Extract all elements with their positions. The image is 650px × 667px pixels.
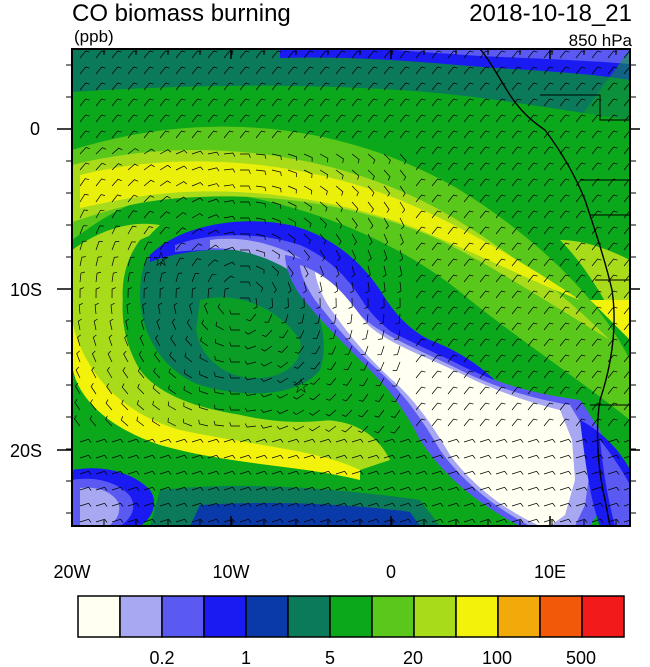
colorbar-swatch	[413, 595, 457, 638]
colorbar-label-1: 1	[241, 648, 251, 667]
colorbar-label-500: 500	[566, 648, 596, 667]
lon-label-10e: 10E	[534, 562, 566, 582]
colorbar-swatch	[371, 595, 415, 638]
colorbar-swatch	[287, 595, 331, 638]
co-concentration-field	[72, 49, 630, 526]
wind-barbs	[73, 50, 630, 523]
plot-frame	[71, 48, 631, 527]
lon-label-10w: 10W	[212, 562, 249, 582]
colorbar-swatch	[161, 595, 205, 638]
colorbar-label-0.2: 0.2	[149, 648, 174, 667]
colorbar-label-5: 5	[325, 648, 335, 667]
colorbar-swatch	[581, 595, 625, 638]
lon-label-20w: 20W	[53, 562, 90, 582]
colorbar-label-100: 100	[482, 648, 512, 667]
map-title: CO biomass burning	[72, 0, 291, 27]
colorbar-swatch	[203, 595, 247, 638]
colorbar-label-20: 20	[403, 648, 423, 667]
lon-label-0: 0	[386, 562, 396, 582]
station-marker-1: ☆	[152, 247, 170, 271]
colorbar-swatch	[539, 595, 583, 638]
colorbar-labels: 0.2 1 5 20 100 500	[149, 648, 596, 667]
colorbar-swatch	[245, 595, 289, 638]
units-label: (ppb)	[74, 27, 114, 46]
colorbar-swatch	[497, 595, 541, 638]
lat-label-10s: 10S	[10, 280, 42, 300]
station-marker-2: ☆	[292, 374, 310, 398]
colorbar-swatch	[77, 595, 121, 638]
colorbar-swatch	[329, 595, 373, 638]
minor-ticks	[66, 49, 636, 526]
colorbar-swatch	[119, 595, 163, 638]
colorbar-swatch	[455, 595, 499, 638]
lat-label-20s: 20S	[10, 441, 42, 461]
map-datetime: 2018-10-18_21	[469, 0, 632, 27]
pressure-level-label: 850 hPa	[568, 31, 632, 50]
lat-label-0: 0	[30, 119, 40, 139]
colorbar	[77, 595, 625, 638]
